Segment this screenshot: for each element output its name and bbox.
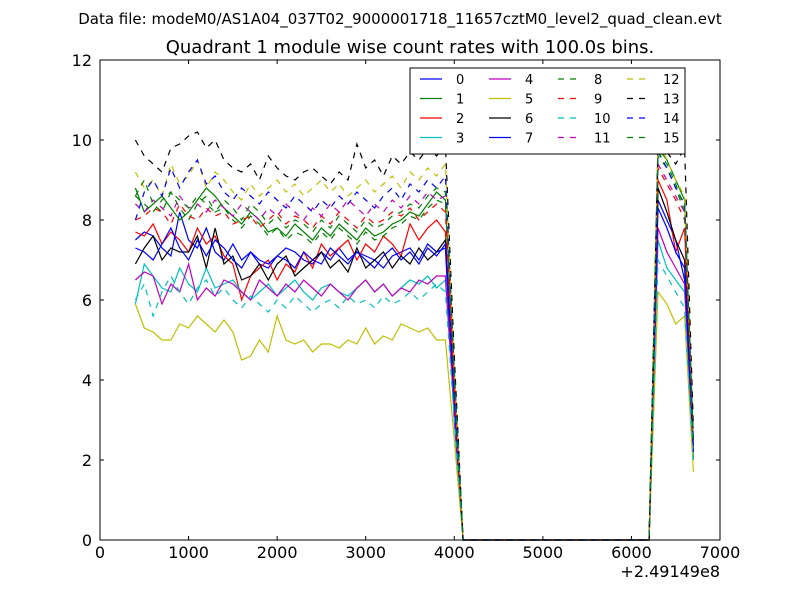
legend-label-14: 14 <box>663 112 680 127</box>
legend-label-11: 11 <box>594 132 611 147</box>
chart-title: Quadrant 1 module wise count rates with … <box>166 37 655 58</box>
legend-box <box>409 67 686 155</box>
plot-lines <box>134 131 694 541</box>
legend-label-3: 3 <box>456 132 464 147</box>
x-tick-label: 4000 <box>434 543 475 562</box>
legend-label-6: 6 <box>525 112 533 127</box>
legend-label-8: 8 <box>594 73 602 88</box>
y-tick-label: 12 <box>72 51 92 70</box>
series-line-12 <box>134 139 694 541</box>
x-tick-label: 0 <box>95 543 105 562</box>
legend-label-5: 5 <box>525 93 533 108</box>
y-tick-label: 8 <box>82 211 92 230</box>
series-line-6 <box>134 187 694 541</box>
series-line-0 <box>134 199 694 541</box>
series-line-14 <box>134 149 694 541</box>
legend-label-7: 7 <box>525 132 533 147</box>
x-tick-label: 3000 <box>345 543 386 562</box>
series-line-7 <box>135 207 694 541</box>
legend-label-4: 4 <box>525 73 533 88</box>
legend-label-9: 9 <box>594 93 602 108</box>
legend-label-0: 0 <box>456 73 464 88</box>
suptitle: Data file: modeM0/AS1A04_037T02_90000017… <box>78 10 722 29</box>
y-tick-label: 6 <box>82 291 92 310</box>
series-line-15 <box>134 150 694 541</box>
legend-label-1: 1 <box>456 93 464 108</box>
y-tick-label: 2 <box>82 451 92 470</box>
x-tick-label: 1000 <box>168 543 209 562</box>
x-tick-label: 7000 <box>700 543 741 562</box>
series-line-4 <box>134 227 694 541</box>
x-tick-label: 2000 <box>257 543 298 562</box>
legend-label-12: 12 <box>663 73 680 88</box>
x-tick-label: 6000 <box>611 543 652 562</box>
series-line-2 <box>135 179 694 541</box>
legend-label-15: 15 <box>663 132 680 147</box>
y-tick-label: 10 <box>72 131 92 150</box>
series-line-11 <box>134 161 694 541</box>
legend-label-2: 2 <box>456 112 464 127</box>
legend-label-13: 13 <box>663 93 680 108</box>
legend-label-10: 10 <box>594 112 611 127</box>
x-offset-text: +2.49149e8 <box>620 562 720 581</box>
y-tick-label: 0 <box>82 531 92 550</box>
series-line-9 <box>135 165 694 541</box>
series-line-5 <box>134 290 694 541</box>
series-line-3 <box>134 239 694 541</box>
series-line-10 <box>134 257 694 541</box>
x-tick-label: 5000 <box>522 543 563 562</box>
y-tick-label: 4 <box>82 371 92 390</box>
series-line-13 <box>134 131 694 541</box>
